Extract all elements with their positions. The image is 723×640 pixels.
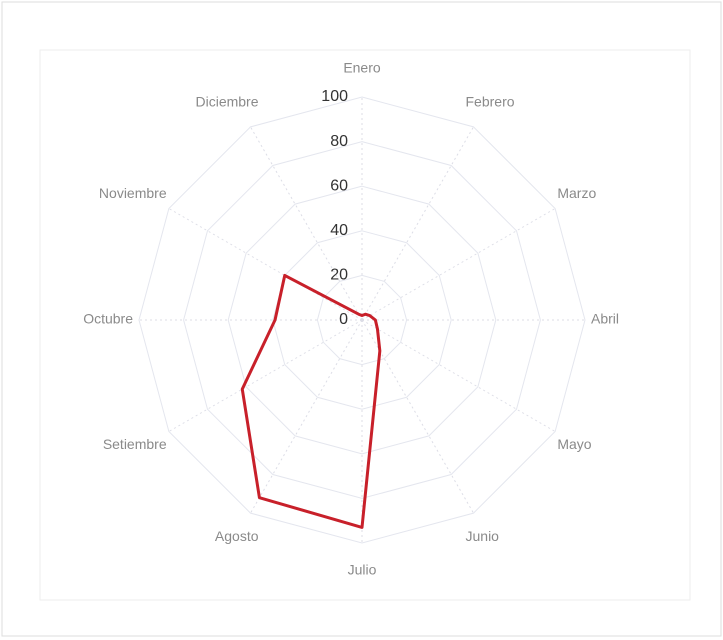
category-label: Enero [343,60,381,76]
category-label: Diciembre [195,93,258,109]
category-label: Junio [466,528,500,544]
category-label: Abril [591,311,619,327]
spoke [168,208,363,321]
r-tick-label: 60 [330,177,348,194]
r-tick-label: 20 [330,267,348,284]
category-label: Noviembre [99,185,167,201]
grid-ring [316,274,408,366]
r-tick-label: 100 [321,88,348,105]
r-tick-label: 0 [339,311,348,328]
category-label: Mayo [557,436,591,452]
category-label: Febrero [466,93,515,109]
category-label: Julio [348,562,377,578]
category-label: Octubre [83,311,133,327]
spoke [168,319,363,432]
spoke [361,319,556,432]
r-tick-label: 80 [330,133,348,150]
plot-border [39,49,691,601]
grid-ring [138,96,586,544]
spoke [361,126,474,321]
category-label: Marzo [557,185,596,201]
spoke [361,319,474,514]
category-label: Agosto [215,528,259,544]
spoke [250,319,363,514]
series-line [240,273,382,529]
grid-ring [183,141,541,499]
spoke [250,126,363,321]
r-tick-label: 40 [330,222,348,239]
grid-ring [227,185,497,455]
category-label: Setiembre [103,436,167,452]
spoke [361,208,556,321]
